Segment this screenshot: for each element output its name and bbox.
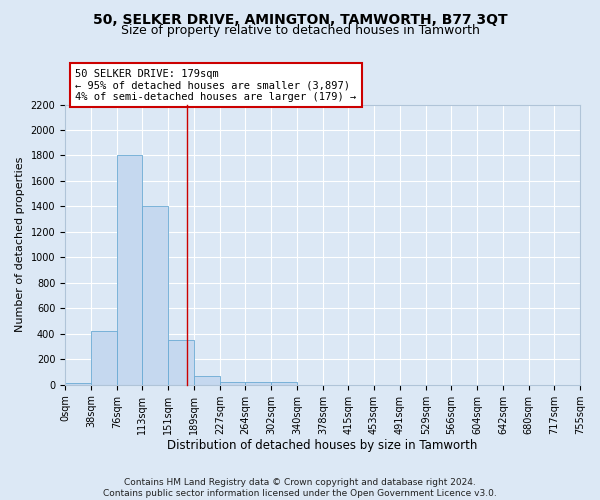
Bar: [245, 382, 271, 384]
Y-axis label: Number of detached properties: Number of detached properties: [15, 157, 25, 332]
Bar: [220, 382, 245, 384]
Bar: [271, 382, 297, 384]
Bar: [65, 383, 91, 384]
Text: 50, SELKER DRIVE, AMINGTON, TAMWORTH, B77 3QT: 50, SELKER DRIVE, AMINGTON, TAMWORTH, B7…: [92, 12, 508, 26]
Bar: [91, 330, 117, 384]
X-axis label: Distribution of detached houses by size in Tamworth: Distribution of detached houses by size …: [167, 440, 478, 452]
Bar: [117, 156, 142, 384]
Bar: [194, 376, 220, 384]
Text: 50 SELKER DRIVE: 179sqm
← 95% of detached houses are smaller (3,897)
4% of semi-: 50 SELKER DRIVE: 179sqm ← 95% of detache…: [76, 68, 356, 102]
Text: Contains HM Land Registry data © Crown copyright and database right 2024.
Contai: Contains HM Land Registry data © Crown c…: [103, 478, 497, 498]
Text: Size of property relative to detached houses in Tamworth: Size of property relative to detached ho…: [121, 24, 479, 37]
Bar: [142, 206, 168, 384]
Bar: [168, 340, 194, 384]
